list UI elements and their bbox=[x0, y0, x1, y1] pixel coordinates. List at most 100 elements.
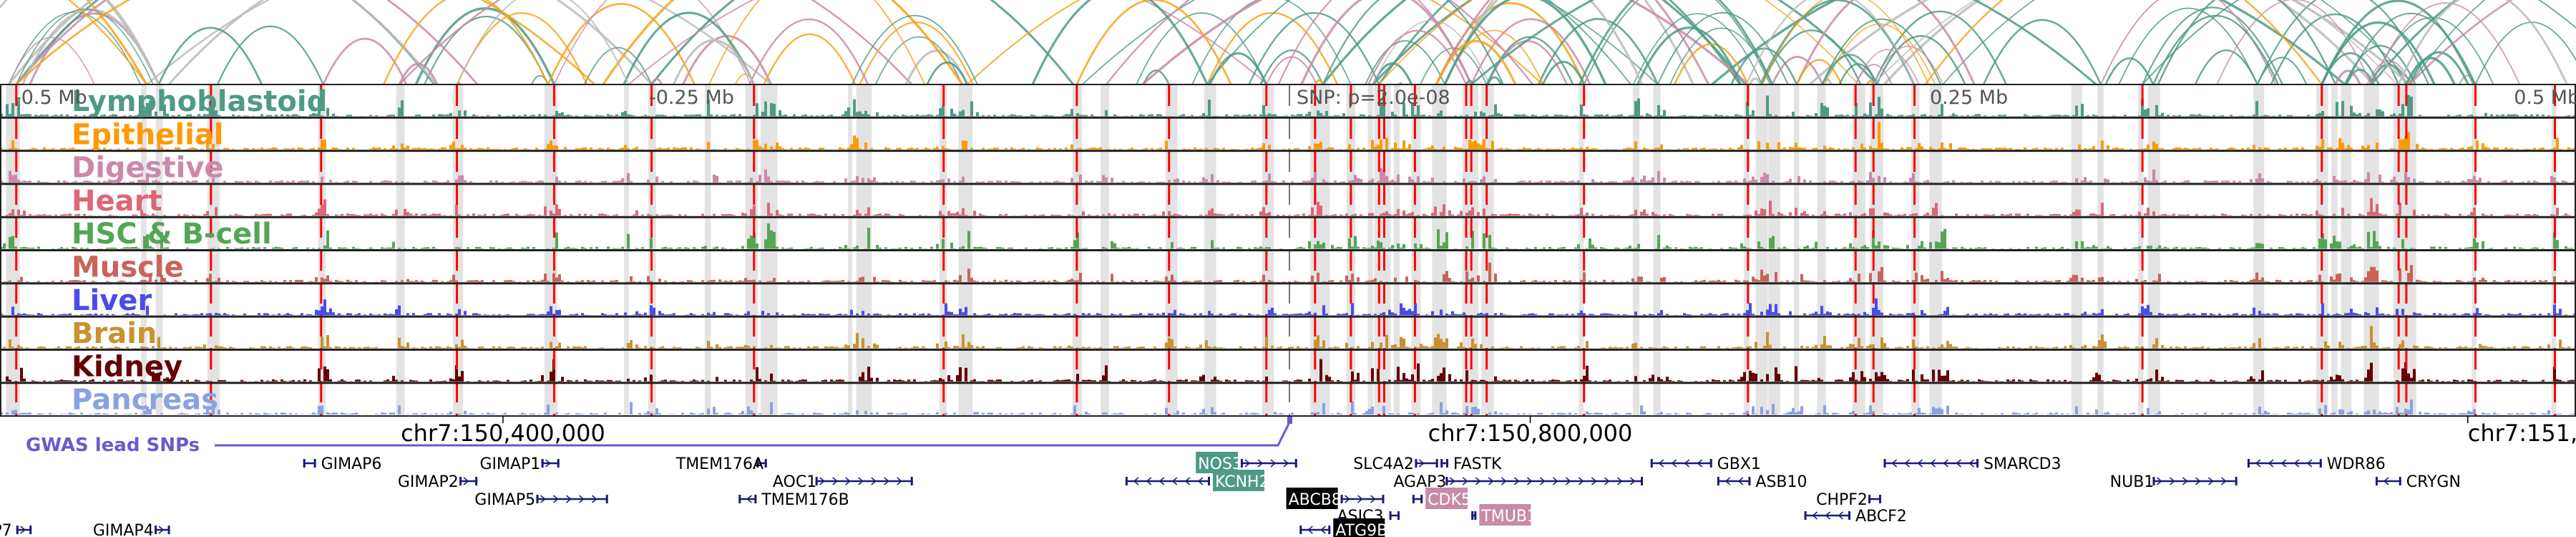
strand-arrow-icon bbox=[1658, 459, 1664, 468]
strand-arrow-icon bbox=[1257, 459, 1264, 468]
axis-tick-label: -0.25 Mb bbox=[649, 87, 734, 109]
gene-gimap2: GIMAP2 bbox=[398, 473, 478, 491]
strand-arrow-icon bbox=[1684, 459, 1690, 468]
chromatin-loop-arc bbox=[1367, 29, 1468, 85]
chromatin-loop-arc bbox=[2118, 7, 2258, 85]
strand-arrow-icon bbox=[578, 495, 585, 503]
chromatin-loop-arc bbox=[424, 16, 549, 85]
chromatin-loop-arc bbox=[1866, 79, 1875, 85]
strand-arrow-icon bbox=[1917, 459, 1923, 468]
exon bbox=[475, 477, 478, 485]
track-labels: LymphoblastoidEpithelialDigestiveHeartHS… bbox=[72, 85, 327, 417]
gene-atg9b: ATG9B bbox=[1299, 518, 1387, 537]
strand-arrow-icon bbox=[884, 477, 889, 485]
strand-arrow-icon bbox=[1307, 526, 1313, 534]
chromatin-loop-arc bbox=[1636, 26, 1742, 85]
exon bbox=[1883, 459, 1886, 468]
exon bbox=[29, 526, 32, 534]
exon bbox=[2152, 477, 2155, 485]
chromatin-loop-arc bbox=[2194, 49, 2258, 85]
exon bbox=[1445, 459, 1448, 468]
gene-label: AGAP3 bbox=[1393, 473, 1446, 491]
signal-tracks bbox=[0, 92, 2576, 415]
chromatin-loop-arc bbox=[1761, 29, 1862, 85]
exon bbox=[738, 495, 741, 503]
strand-arrow-icon bbox=[2182, 477, 2188, 485]
track-label: Kidney bbox=[72, 350, 182, 383]
strand-arrow-icon bbox=[1552, 477, 1558, 485]
exon bbox=[764, 459, 767, 468]
gene-aoc1: AOC1 bbox=[773, 473, 913, 491]
strand-arrow-icon bbox=[1616, 477, 1623, 485]
exon bbox=[1382, 495, 1385, 503]
gene-label: TMEM176A bbox=[675, 455, 763, 473]
strand-arrow-icon bbox=[1956, 459, 1962, 468]
chromatin-loop-arc bbox=[2216, 0, 2372, 85]
chromatin-loop-arc bbox=[1748, 77, 1762, 85]
chromatin-loop-arc bbox=[1322, 0, 1747, 86]
exon bbox=[2375, 477, 2378, 485]
gene-asb10: ASB10 bbox=[1717, 473, 1807, 491]
exon bbox=[459, 477, 462, 485]
chromatin-loop-arc bbox=[2409, 0, 2486, 85]
chromatin-loop-arc bbox=[1031, 0, 1209, 85]
gene-label: ASB10 bbox=[1755, 473, 1807, 491]
exon bbox=[1328, 526, 1331, 534]
strand-arrow-icon bbox=[1812, 511, 1818, 520]
chromatin-loop-arc bbox=[628, 0, 1269, 85]
track-label: Heart bbox=[72, 185, 162, 218]
chromatin-loop-arc bbox=[2142, 6, 2283, 85]
exon bbox=[1474, 511, 1477, 520]
strand-arrow-icon bbox=[819, 477, 825, 485]
chromatin-loop-arc bbox=[456, 0, 630, 85]
gwas-snp-marker bbox=[1287, 417, 1292, 424]
chromatin-loop-arc bbox=[1486, 76, 1502, 85]
strand-arrow-icon bbox=[1513, 477, 1520, 485]
exon bbox=[1435, 459, 1438, 468]
gene-label: SMARCD3 bbox=[1984, 455, 2062, 473]
signal-lymphoblastoid bbox=[0, 92, 2576, 117]
chromatin-loop-arc bbox=[1855, 49, 1920, 85]
gene-label: GIMAP4 bbox=[93, 522, 154, 537]
chromatin-loop-arc bbox=[1277, 0, 1473, 85]
strand-arrow-icon bbox=[1526, 477, 1533, 485]
strand-arrow-icon bbox=[1591, 477, 1597, 485]
gene-kcnh2: KCNH2 bbox=[1125, 470, 1269, 491]
track-label: Epithelial bbox=[72, 118, 224, 151]
gene-label: ABCB8 bbox=[1289, 491, 1342, 509]
chromatin-loop-arc bbox=[1761, 0, 1930, 85]
strand-arrow-icon bbox=[2383, 477, 2389, 485]
strand-arrow-icon bbox=[1449, 477, 1455, 485]
strand-arrow-icon bbox=[2156, 477, 2162, 485]
exon bbox=[1471, 511, 1474, 520]
chromatin-loop-arc bbox=[1982, 19, 2102, 85]
axis-tick-label: 0.5 Mb bbox=[2514, 87, 2576, 109]
chromatin-loop-arc bbox=[2142, 0, 2576, 85]
chromatin-loop-arc bbox=[1541, 61, 1586, 85]
exon bbox=[910, 477, 913, 485]
signal-heart bbox=[6, 198, 2570, 216]
exon bbox=[2399, 477, 2401, 485]
chromatin-loop-arc bbox=[1191, 0, 1352, 85]
exon bbox=[1389, 511, 1392, 520]
gene-wdr86: WDR86 bbox=[2247, 455, 2386, 473]
chromatin-loop-arc bbox=[1372, 0, 1878, 86]
strand-arrow-icon bbox=[1133, 477, 1139, 485]
exon bbox=[155, 526, 157, 534]
track-label: Liver bbox=[72, 284, 152, 317]
strand-arrow-icon bbox=[897, 477, 902, 485]
gene-chpf2: CHPF2 bbox=[1816, 491, 1881, 509]
exon bbox=[303, 459, 306, 468]
strand-arrow-icon bbox=[2255, 459, 2261, 468]
chromatin-loop-arc bbox=[2334, 69, 2361, 85]
chromatin-loop-arc bbox=[1209, 52, 1268, 85]
strand-arrow-icon bbox=[2280, 459, 2287, 468]
chromatin-loop-arc bbox=[2408, 51, 2469, 85]
chromatin-loop-arc bbox=[1873, 45, 1943, 85]
gene-label: CHPF2 bbox=[1816, 491, 1868, 509]
chromatin-loop-arc bbox=[1314, 79, 1324, 85]
exon bbox=[167, 526, 170, 534]
coord-label: chr7:150,400,000 bbox=[401, 420, 605, 447]
strand-arrow-icon bbox=[1158, 477, 1165, 485]
chromatin-loop-arc bbox=[216, 25, 324, 85]
